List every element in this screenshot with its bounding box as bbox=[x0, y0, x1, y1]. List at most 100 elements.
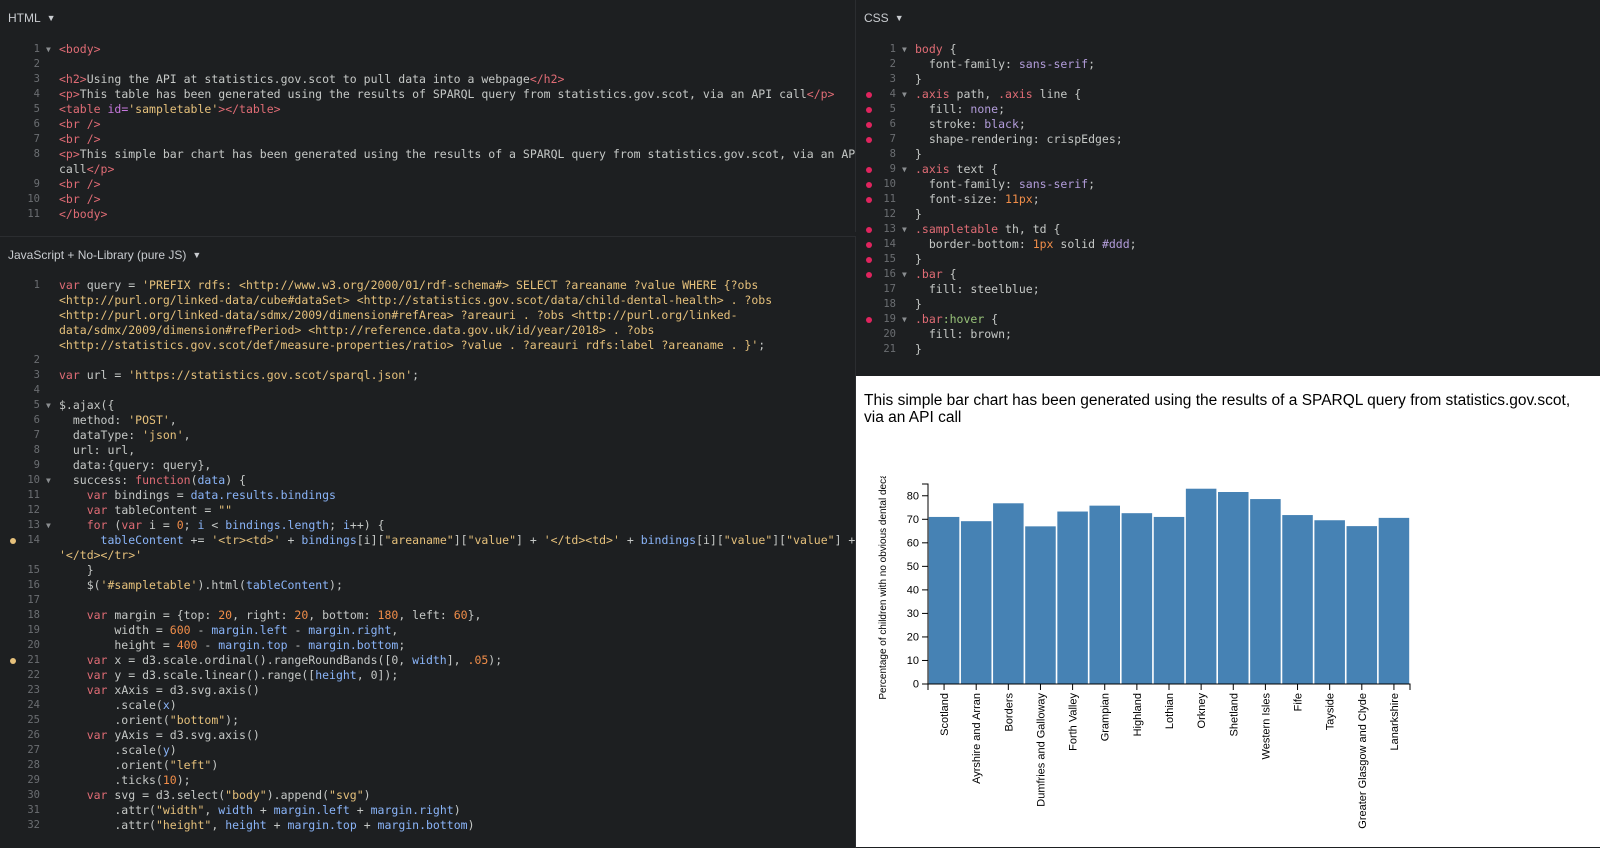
code-line[interactable]: 29 .ticks(10); bbox=[0, 773, 855, 788]
chevron-down-icon[interactable]: ▼ bbox=[46, 13, 56, 23]
chart-bar[interactable] bbox=[1089, 505, 1120, 684]
code-line[interactable]: 9 <br /> bbox=[0, 177, 855, 192]
chart-bar[interactable] bbox=[928, 516, 960, 684]
code-line[interactable]: 17 bbox=[0, 593, 855, 608]
code-line[interactable]: 3 var url = 'https://statistics.gov.scot/… bbox=[0, 368, 855, 383]
code-line[interactable]: 9 data:{query: query}, bbox=[0, 458, 855, 473]
error-marker-icon[interactable] bbox=[866, 182, 872, 188]
code-line[interactable]: 21} bbox=[856, 342, 1600, 357]
chart-bar[interactable] bbox=[1314, 520, 1345, 684]
code-line[interactable]: 2 font-family: sans-serif; bbox=[856, 57, 1600, 72]
code-line[interactable]: <http://purl.org/linked-data/sdmx/2009/d… bbox=[0, 308, 855, 323]
js-panel-header[interactable]: JavaScript + No-Library (pure JS) ▼ bbox=[0, 237, 855, 273]
error-marker-icon[interactable] bbox=[866, 167, 872, 173]
fold-arrow-icon[interactable]: ▼ bbox=[902, 270, 907, 279]
css-panel-header[interactable]: CSS ▼ bbox=[856, 0, 1600, 36]
code-line[interactable]: 18} bbox=[856, 297, 1600, 312]
code-line[interactable]: 17 fill: steelblue; bbox=[856, 282, 1600, 297]
code-line[interactable]: 23 var xAxis = d3.svg.axis() bbox=[0, 683, 855, 698]
code-line[interactable]: 12} bbox=[856, 207, 1600, 222]
code-line[interactable]: 7 <br /> bbox=[0, 132, 855, 147]
chevron-down-icon[interactable]: ▼ bbox=[192, 250, 202, 260]
code-line[interactable]: 14 border-bottom: 1px solid #ddd; bbox=[856, 237, 1600, 252]
code-line[interactable]: 19 width = 600 - margin.left - margin.ri… bbox=[0, 623, 855, 638]
code-line[interactable]: '</td></tr>' bbox=[0, 548, 855, 563]
code-line[interactable]: 4 <p>This table has been generated using … bbox=[0, 87, 855, 102]
code-line[interactable]: 11 var bindings = data.results.bindings bbox=[0, 488, 855, 503]
fold-arrow-icon[interactable]: ▼ bbox=[902, 90, 907, 99]
fold-arrow-icon[interactable]: ▼ bbox=[902, 225, 907, 234]
code-line[interactable]: 28 .orient("left") bbox=[0, 758, 855, 773]
code-line[interactable]: 5 fill: none; bbox=[856, 102, 1600, 117]
code-line[interactable]: 12 var tableContent = "" bbox=[0, 503, 855, 518]
code-line[interactable]: 13 ▼ .sampletable th, td { bbox=[856, 222, 1600, 237]
chart-bar[interactable] bbox=[1153, 516, 1185, 684]
code-line[interactable]: 15 } bbox=[0, 563, 855, 578]
warning-marker-icon[interactable] bbox=[10, 658, 16, 664]
code-line[interactable]: 3} bbox=[856, 72, 1600, 87]
chart-bar[interactable] bbox=[1121, 513, 1153, 684]
code-line[interactable]: 19 ▼ .bar:hover { bbox=[856, 312, 1600, 327]
chart-bar[interactable] bbox=[1250, 499, 1281, 684]
code-line[interactable]: 5 ▼ $.ajax({ bbox=[0, 398, 855, 413]
code-line[interactable]: 10 ▼ success: function(data) { bbox=[0, 473, 855, 488]
chart-bar[interactable] bbox=[1282, 515, 1313, 684]
code-line[interactable]: 4 ▼ .axis path, .axis line { bbox=[856, 87, 1600, 102]
chevron-down-icon[interactable]: ▼ bbox=[894, 13, 904, 23]
code-line[interactable]: 7 dataType: 'json', bbox=[0, 428, 855, 443]
error-marker-icon[interactable] bbox=[866, 272, 872, 278]
error-marker-icon[interactable] bbox=[866, 317, 872, 323]
chart-bar[interactable] bbox=[993, 503, 1024, 684]
error-marker-icon[interactable] bbox=[866, 92, 872, 98]
code-line[interactable]: call</p> bbox=[0, 162, 855, 177]
chart-bar[interactable] bbox=[1025, 526, 1056, 684]
code-line[interactable]: 2 bbox=[0, 353, 855, 368]
fold-arrow-icon[interactable]: ▼ bbox=[46, 476, 51, 485]
code-line[interactable]: 25 .orient("bottom"); bbox=[0, 713, 855, 728]
code-line[interactable]: 26 var yAxis = d3.svg.axis() bbox=[0, 728, 855, 743]
code-line[interactable]: 13 ▼ for (var i = 0; i < bindings.length;… bbox=[0, 518, 855, 533]
code-line[interactable]: 8 url: url, bbox=[0, 443, 855, 458]
code-line[interactable]: 18 var margin = {top: 20, right: 20, bot… bbox=[0, 608, 855, 623]
code-line[interactable]: 11 font-size: 11px; bbox=[856, 192, 1600, 207]
code-line[interactable]: 31 .attr("width", width + margin.left + … bbox=[0, 803, 855, 818]
code-line[interactable]: 1 ▼ <body> bbox=[0, 42, 855, 57]
error-marker-icon[interactable] bbox=[866, 242, 872, 248]
code-line[interactable]: 20 fill: brown; bbox=[856, 327, 1600, 342]
chart-bar[interactable] bbox=[1378, 517, 1410, 684]
code-line[interactable]: 11 </body> bbox=[0, 207, 855, 222]
code-line[interactable]: 32 .attr("height", height + margin.top +… bbox=[0, 818, 855, 833]
code-line[interactable]: 24 .scale(x) bbox=[0, 698, 855, 713]
chart-bar[interactable] bbox=[960, 521, 992, 684]
code-line[interactable]: 27 .scale(y) bbox=[0, 743, 855, 758]
fold-arrow-icon[interactable]: ▼ bbox=[902, 165, 907, 174]
code-line[interactable]: 21 var x = d3.scale.ordinal().rangeRound… bbox=[0, 653, 855, 668]
code-line[interactable]: 8 <p>This simple bar chart has been gener… bbox=[0, 147, 855, 162]
code-line[interactable]: 9 ▼ .axis text { bbox=[856, 162, 1600, 177]
code-line[interactable]: 1 var query = 'PREFIX rdfs: <http://www.w… bbox=[0, 278, 855, 293]
chart-bar[interactable] bbox=[1218, 492, 1249, 684]
error-marker-icon[interactable] bbox=[866, 122, 872, 128]
code-line[interactable]: 4 bbox=[0, 383, 855, 398]
code-line[interactable]: 30 var svg = d3.select("body").append("s… bbox=[0, 788, 855, 803]
warning-marker-icon[interactable] bbox=[10, 538, 16, 544]
chart-bar[interactable] bbox=[1346, 526, 1378, 684]
error-marker-icon[interactable] bbox=[866, 137, 872, 143]
code-line[interactable]: 16 $('#sampletable').html(tableContent); bbox=[0, 578, 855, 593]
code-line[interactable]: 3 <h2>Using the API at statistics.gov.sco… bbox=[0, 72, 855, 87]
code-line[interactable]: data/sdmx/2009/dimension#refPeriod> <htt… bbox=[0, 323, 855, 338]
code-line[interactable]: 6 method: 'POST', bbox=[0, 413, 855, 428]
code-line[interactable]: 22 var y = d3.scale.linear().range([heig… bbox=[0, 668, 855, 683]
fold-arrow-icon[interactable]: ▼ bbox=[46, 401, 51, 410]
code-line[interactable]: 2 bbox=[0, 57, 855, 72]
code-line[interactable]: <http://purl.org/linked-data/cube#dataSe… bbox=[0, 293, 855, 308]
error-marker-icon[interactable] bbox=[866, 197, 872, 203]
fold-arrow-icon[interactable]: ▼ bbox=[46, 521, 51, 530]
fold-arrow-icon[interactable]: ▼ bbox=[902, 45, 907, 54]
code-line[interactable]: 14 tableContent += '<tr><td>' + bindings… bbox=[0, 533, 855, 548]
chart-bar[interactable] bbox=[1185, 488, 1217, 684]
error-marker-icon[interactable] bbox=[866, 227, 872, 233]
fold-arrow-icon[interactable]: ▼ bbox=[902, 315, 907, 324]
error-marker-icon[interactable] bbox=[866, 257, 872, 263]
fold-arrow-icon[interactable]: ▼ bbox=[46, 45, 51, 54]
